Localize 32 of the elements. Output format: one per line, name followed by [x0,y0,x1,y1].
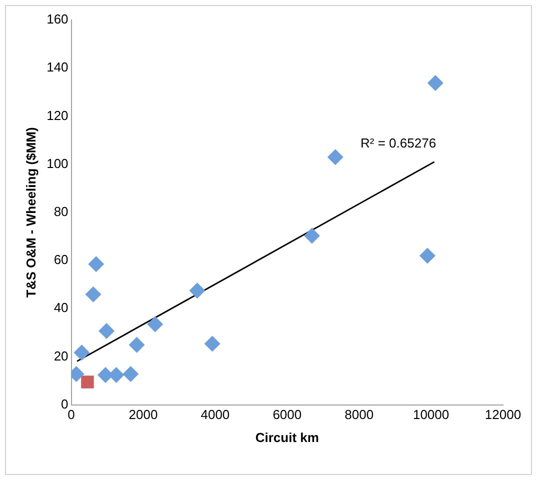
point [74,344,90,361]
y-tick-label: 60 [54,252,68,268]
y-tick-label: 120 [46,108,68,123]
y-tick-label: 160 [46,12,68,27]
x-tick-label: 10000 [412,407,450,422]
y-tick-label: 20 [54,348,68,364]
point [427,75,444,92]
point [122,366,139,382]
point [85,286,102,302]
y-tick-label: 80 [54,204,68,219]
x-tick-label: 12000 [484,407,522,422]
x-tick-label: 2000 [128,407,158,422]
point [147,316,164,332]
y-tick-label: 100 [46,156,68,171]
point [189,282,206,299]
x-axis-title: Circuit km [255,430,319,445]
x-tick-label: 8000 [344,407,374,422]
point [128,336,145,353]
point [204,336,220,352]
point [98,322,115,339]
annotation: R² = 0.65276 [360,135,436,150]
y-tick-label: 140 [46,60,68,75]
point [419,248,436,264]
y-tick-label: 0 [61,396,68,412]
y-tick-label: 40 [54,300,68,316]
point [88,256,104,272]
point [304,228,320,244]
y-axis-title: T&S O&M - Wheeling ($MM) [23,127,38,298]
x-tick-label: 4000 [200,407,230,422]
point [327,149,344,166]
x-tick-label: 6000 [272,407,302,422]
point [81,376,94,388]
